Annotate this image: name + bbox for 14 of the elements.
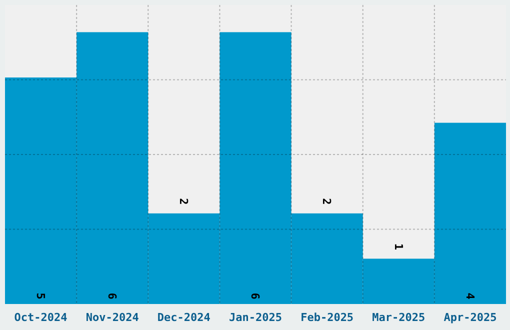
data-label: 6 <box>106 292 119 300</box>
x-tick-label: Feb-2025 <box>300 311 354 324</box>
data-label: 6 <box>248 292 262 300</box>
data-label: 2 <box>320 198 334 205</box>
x-tick-label: Apr-2025 <box>444 311 497 324</box>
data-label: 5 <box>34 292 47 300</box>
data-label: 1 <box>392 243 405 250</box>
x-tick-label: Nov-2024 <box>86 311 140 324</box>
x-tick-label: Dec-2024 <box>157 311 211 324</box>
data-label: 2 <box>177 198 190 205</box>
x-tick-label: Jan-2025 <box>229 311 282 324</box>
x-tick-label: Oct-2024 <box>14 311 68 324</box>
data-label: 4 <box>463 292 476 300</box>
x-tick-label: Mar-2025 <box>372 311 426 324</box>
